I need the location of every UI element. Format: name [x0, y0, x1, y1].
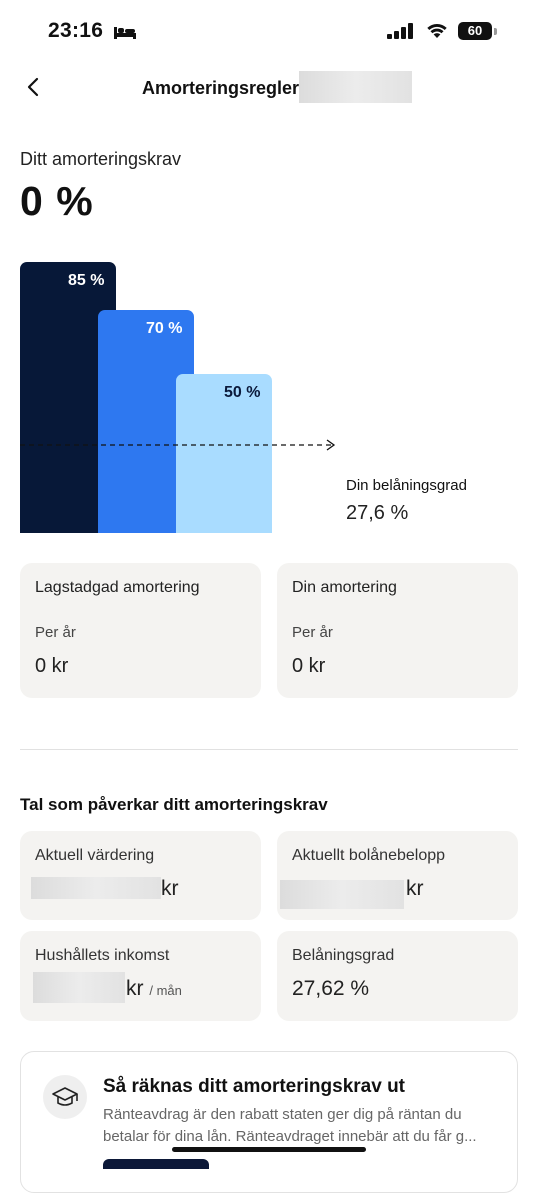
your-amortization-card: Din amortering Per år 0 kr: [277, 563, 518, 698]
calculation-info-card[interactable]: Så räknas ditt amorteringskrav ut Räntea…: [20, 1051, 518, 1193]
valuation-title: Aktuell värdering: [35, 847, 155, 864]
household-income-period: / mån: [149, 983, 182, 998]
redacted-name: [299, 71, 412, 103]
valuation-card: Aktuell värdering kr: [20, 831, 261, 920]
ltv-reference-line: [20, 439, 336, 451]
ltv-card-title: Belåningsgrad: [292, 947, 395, 964]
graduation-cap-icon: [43, 1075, 87, 1119]
bar-50: [176, 373, 272, 533]
ltv-card: Belåningsgrad 27,62 %: [277, 931, 518, 1021]
page-title: Amorteringsregler: [142, 78, 300, 98]
bar-label-85: 85 %: [68, 272, 105, 289]
ltv-chart: 85 % 70 % 50 %: [0, 0, 538, 540]
bar-label-70: 70 %: [146, 319, 183, 337]
calculation-info-title: Så räknas ditt amorteringskrav ut: [103, 1076, 405, 1097]
calculation-info-line-2: betalar för dina lån. Ränteavdraget inne…: [103, 1128, 477, 1145]
redacted-loan-amount: [280, 880, 404, 909]
bar-label-50: 50 %: [224, 383, 261, 401]
redacted-valuation: [31, 877, 161, 899]
section-divider: [20, 749, 518, 750]
your-amortization-title: Din amortering: [292, 579, 397, 596]
wifi-icon: [427, 23, 447, 38]
factors-title: Tal som påverkar ditt amorteringskrav: [20, 795, 328, 814]
legal-amortization-title: Lagstadgad amortering: [35, 579, 200, 596]
loan-amount-card: Aktuellt bolånebelopp kr: [277, 831, 518, 920]
valuation-unit: kr: [161, 877, 179, 900]
calculation-info-line-1: Ränteavdrag är den rabatt staten ger dig…: [103, 1106, 462, 1123]
your-amortization-value: 0 kr: [292, 655, 326, 677]
sleep-icon: [114, 27, 136, 39]
back-arrow-icon[interactable]: [24, 76, 44, 98]
legal-amortization-period: Per år: [35, 624, 76, 641]
household-income-unit: kr: [126, 977, 144, 1000]
home-indicator: [172, 1147, 366, 1152]
calculation-info-text: Ränteavdrag är den rabatt staten ger dig…: [103, 1104, 505, 1148]
redacted-income: [33, 972, 125, 1003]
battery-nub: [494, 28, 497, 35]
loan-amount-title: Aktuellt bolånebelopp: [292, 847, 446, 864]
legal-amortization-value: 0 kr: [35, 655, 69, 677]
ltv-value: 27,6 %: [346, 502, 409, 524]
loan-amount-unit: kr: [406, 877, 424, 900]
status-time: 23:16: [48, 19, 104, 42]
read-more-button[interactable]: [103, 1159, 209, 1169]
ltv-label: Din belåningsgrad: [346, 477, 467, 494]
legal-amortization-card: Lagstadgad amortering Per år 0 kr: [20, 563, 261, 698]
ltv-card-value: 27,62 %: [292, 977, 370, 1000]
battery-icon: 60: [458, 22, 492, 40]
signal-icon: [387, 23, 413, 39]
your-amortization-period: Per år: [292, 624, 333, 641]
household-income-card: Hushållets inkomst kr / mån: [20, 931, 261, 1021]
household-income-title: Hushållets inkomst: [35, 947, 170, 964]
requirement-value: 0 %: [20, 178, 94, 224]
requirement-label: Ditt amorteringskrav: [20, 149, 182, 169]
